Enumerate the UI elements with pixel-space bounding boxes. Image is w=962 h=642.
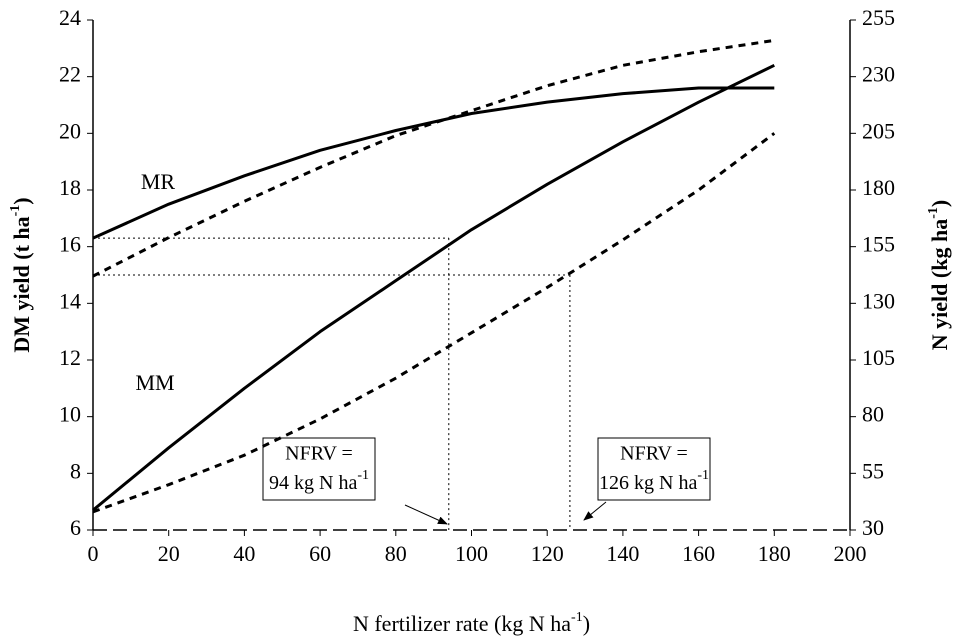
- axis-title-sup: -1: [926, 207, 941, 219]
- y2-tick-label: 230: [862, 62, 895, 87]
- x-tick-label: 160: [682, 541, 715, 566]
- x-tick-label: 120: [531, 541, 564, 566]
- y-tick-label: 8: [70, 458, 81, 483]
- box-text: 94 kg N ha-1: [269, 468, 369, 493]
- axis-title-text: N yield (kg ha: [927, 219, 952, 350]
- series-line: [92, 132, 776, 514]
- x-tick-label: 40: [233, 541, 255, 566]
- y-tick-label: 24: [59, 5, 81, 30]
- box-text: NFRV =: [620, 443, 688, 465]
- axis-title-text: DM yield (t ha: [9, 216, 34, 352]
- y-tick-label: 22: [59, 62, 81, 87]
- axis-title-sup: -1: [571, 610, 583, 625]
- y-tick-label: 14: [59, 288, 81, 313]
- x-tick-label: 180: [758, 541, 791, 566]
- box-text: 126 kg N ha-1: [599, 468, 709, 493]
- y2-tick-label: 255: [862, 5, 895, 30]
- box-text: NFRV =: [285, 443, 353, 465]
- x-tick-label: 80: [385, 541, 407, 566]
- arrow: [583, 501, 607, 521]
- y2-tick-label: 180: [862, 175, 895, 200]
- y2-tick-label: 205: [862, 118, 895, 143]
- y-tick-label: 12: [59, 345, 81, 370]
- y2-tick-label: 80: [862, 402, 884, 427]
- box-text: 126 kg N ha: [599, 472, 697, 494]
- axis-title-text: ): [9, 197, 34, 204]
- y-tick-label: 18: [59, 175, 81, 200]
- x-tick-label: 140: [606, 541, 639, 566]
- y2-tick-label: 130: [862, 288, 895, 313]
- y2-tick-label: 55: [862, 458, 884, 483]
- y-tick-label: 16: [59, 232, 81, 257]
- series-line: [92, 63, 775, 512]
- annotation: MM: [135, 370, 174, 395]
- x-tick-label: 0: [88, 541, 99, 566]
- x-tick-label: 60: [309, 541, 331, 566]
- box-sup: -1: [357, 468, 369, 483]
- arrow: [404, 504, 448, 525]
- y2-tick-label: 30: [862, 515, 884, 540]
- y-tick-label: 10: [59, 402, 81, 427]
- x-tick-label: 100: [455, 541, 488, 566]
- x-tick-label: 200: [834, 541, 867, 566]
- axis-title-sup: -1: [8, 205, 23, 217]
- y2-tick-label: 105: [862, 345, 895, 370]
- axis-title-text: N fertilizer rate (kg N ha: [353, 611, 571, 636]
- x-tick-label: 20: [158, 541, 180, 566]
- axis-title-text: ): [927, 200, 952, 207]
- axis-title: N fertilizer rate (kg N ha-1): [353, 610, 590, 636]
- series-line: [92, 86, 775, 240]
- y2-tick-label: 155: [862, 232, 895, 257]
- y-tick-label: 20: [59, 118, 81, 143]
- box-sup: -1: [697, 468, 709, 483]
- annotation: MR: [141, 169, 176, 194]
- nfrv-box: [597, 437, 711, 501]
- nfrv-box: [262, 437, 376, 501]
- axis-title-text: ): [583, 611, 590, 636]
- axis-title: DM yield (t ha-1): [8, 197, 34, 352]
- box-text: 94 kg N ha: [269, 472, 357, 494]
- series-line: [92, 38, 775, 278]
- axis-title: N yield (kg ha-1): [926, 200, 952, 350]
- y-tick-label: 6: [70, 515, 81, 540]
